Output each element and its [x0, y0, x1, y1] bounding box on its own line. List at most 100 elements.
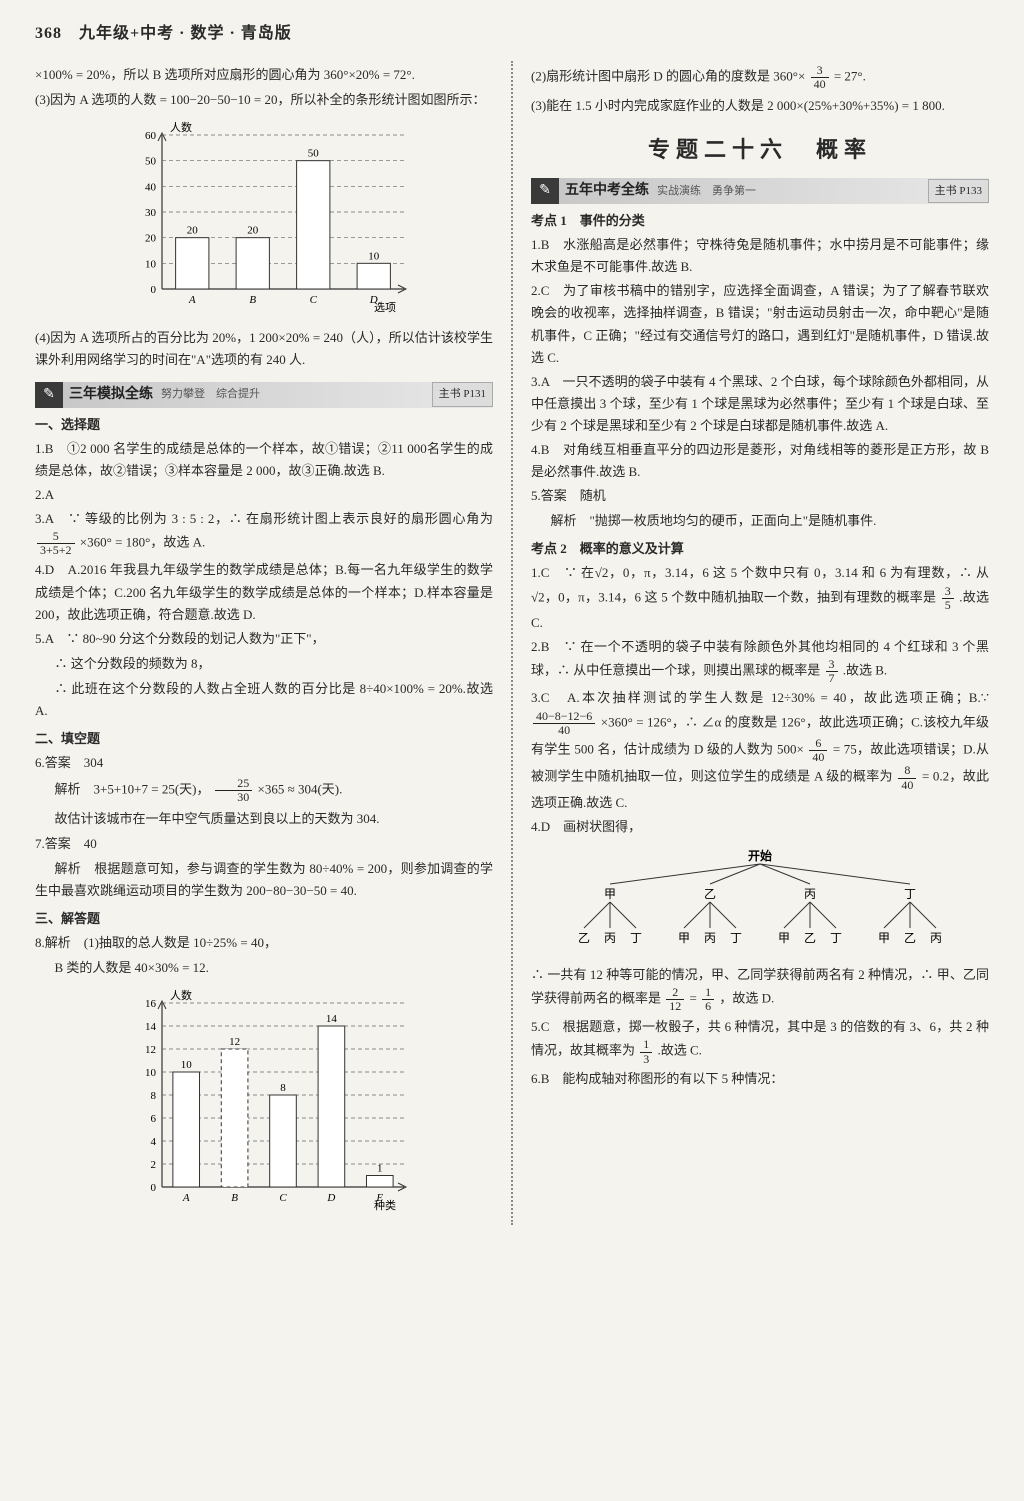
topic-title: 专题二十六 概率: [531, 131, 989, 168]
svg-text:14: 14: [145, 1021, 157, 1033]
s2: 2.B ∵ 在一个不透明的袋子中装有除颜色外其他均相同的 4 个红球和 3 个黑…: [531, 636, 989, 685]
para-right-2: (3)能在 1.5 小时内完成家庭作业的人数是 2 000×(25%+30%+3…: [531, 95, 989, 117]
svg-text:甲: 甲: [778, 931, 790, 945]
s3a: 3.C A.本次抽样测试的学生人数是 12÷30% = 40，故此选项正确；B.…: [531, 690, 989, 705]
two-column-layout: ×100% = 20%，所以 B 选项所对应扇形的圆心角为 360°×20% =…: [35, 61, 989, 1225]
pencil-icon: ✎: [531, 179, 559, 203]
svg-text:10: 10: [368, 251, 380, 263]
svg-text:种类: 种类: [374, 1198, 396, 1212]
svg-text:4: 4: [151, 1136, 157, 1148]
svg-text:1: 1: [377, 1163, 383, 1175]
svg-text:30: 30: [145, 207, 157, 219]
q2: 2.A: [35, 484, 493, 506]
q5c: ∴ 此班在这个分数段的人数占全班人数的百分比是 8÷40×100% = 20%.…: [35, 678, 493, 722]
section-title-2: 五年中考全练: [559, 179, 649, 203]
svg-text:乙: 乙: [704, 887, 716, 901]
s3-fraction-3: 840: [898, 764, 916, 791]
bar-chart-1: 1020304050600A20B20C50D10人数选项: [114, 117, 414, 317]
kaodian-1: 考点 1 事件的分类: [531, 210, 989, 232]
r2: 2.C 为了审核书稿中的错别字，应选择全面调查，A 错误；为了了解春节联欢晚会的…: [531, 280, 989, 368]
q6a: 6.答案 304: [35, 752, 493, 774]
q6b-post: ×365 ≈ 304(天).: [258, 782, 343, 797]
q7b: 解析 根据题意可知，参与调查的学生数为 80÷40% = 200，则参加调查的学…: [35, 858, 493, 902]
section-subtitle-2: 实战演练 勇争第一: [649, 182, 756, 201]
pr1a: (2)扇形统计图中扇形 D 的圆心角的度数是 360°×: [531, 69, 805, 84]
section-bar-5year: ✎ 五年中考全练 实战演练 勇争第一 主书 P133: [531, 178, 989, 204]
s3-fraction-2: 640: [809, 737, 827, 764]
r4: 4.B 对角线互相垂直平分的四边形是菱形，对角线相等的菱形是正方形，故 B 是必…: [531, 439, 989, 483]
svg-text:甲: 甲: [878, 931, 890, 945]
kaodian-2: 考点 2 概率的意义及计算: [531, 538, 989, 560]
r3: 3.A 一只不透明的袋子中装有 4 个黑球、2 个白球，每个球除颜色外都相同，从…: [531, 371, 989, 437]
s4-fraction-1: 212: [666, 986, 684, 1013]
q6c: 故估计该城市在一年中空气质量达到良以上的天数为 304.: [35, 808, 493, 830]
svg-text:12: 12: [229, 1036, 240, 1048]
section-subtitle: 努力攀登 综合提升: [153, 385, 260, 404]
svg-text:20: 20: [187, 225, 199, 237]
s2-fraction: 37: [826, 658, 838, 685]
pencil-icon: ✎: [35, 383, 63, 407]
svg-text:D: D: [326, 1192, 335, 1204]
s6: 6.B 能构成轴对称图形的有以下 5 种情况：: [531, 1068, 989, 1090]
svg-text:50: 50: [145, 156, 157, 168]
s1: 1.C ∵ 在√2，0，π，3.14，6 这 5 个数中只有 0，3.14 和 …: [531, 562, 989, 634]
pr1-fraction: 340: [811, 64, 829, 91]
q8a: 8.解析 (1)抽取的总人数是 10÷25% = 40，: [35, 932, 493, 954]
svg-text:乙: 乙: [804, 931, 816, 945]
section-bar-3year: ✎ 三年模拟全练 努力攀登 综合提升 主书 P131: [35, 382, 493, 408]
s5: 5.C 根据题意，掷一枚骰子，共 6 种情况，其中是 3 的倍数的有 3、6，共…: [531, 1016, 989, 1065]
para-right-1: (2)扇形统计图中扇形 D 的圆心角的度数是 360°× 340 = 27°.: [531, 64, 989, 91]
svg-text:丁: 丁: [830, 931, 842, 945]
svg-text:14: 14: [326, 1013, 338, 1025]
s4-fraction-2: 16: [702, 986, 714, 1013]
svg-text:40: 40: [145, 182, 157, 194]
svg-text:丙: 丙: [930, 931, 942, 945]
svg-text:10: 10: [145, 259, 157, 271]
svg-text:0: 0: [151, 284, 157, 296]
s5a: 5.C 根据题意，掷一枚骰子，共 6 种情况，其中是 3 的倍数的有 3、6，共…: [531, 1019, 989, 1058]
s3-fraction-1: 40−8−12−640: [533, 710, 595, 737]
svg-text:丁: 丁: [730, 931, 742, 945]
q5a: 5.A ∵ 80~90 分这个分数段的划记人数为"正下"，: [35, 628, 493, 650]
svg-text:丙: 丙: [604, 931, 616, 945]
pr1b: = 27°.: [834, 69, 866, 84]
column-divider: [511, 61, 513, 1225]
para-left-3: (4)因为 A 选项所占的百分比为 20%，1 200×20% = 240（人）…: [35, 327, 493, 371]
svg-text:10: 10: [145, 1067, 157, 1079]
heading-answer: 三、解答题: [35, 908, 493, 930]
svg-text:C: C: [279, 1192, 287, 1204]
right-column: (2)扇形统计图中扇形 D 的圆心角的度数是 360°× 340 = 27°. …: [531, 61, 989, 1225]
svg-text:10: 10: [181, 1059, 193, 1071]
q5b: ∴ 这个分数段的频数为 8，: [35, 653, 493, 675]
section-title: 三年模拟全练: [63, 383, 153, 407]
page-header: 368 九年级+中考 · 数学 · 青岛版: [35, 20, 989, 47]
svg-text:甲: 甲: [678, 931, 690, 945]
s4a: 4.D 画树状图得，: [531, 816, 989, 838]
s5-fraction: 13: [640, 1038, 652, 1065]
q6b: 解析 3+5+10+7 = 25(天)， 2530 ×365 ≈ 304(天).: [35, 777, 493, 804]
svg-text:丙: 丙: [704, 931, 716, 945]
heading-blank: 二、填空题: [35, 728, 493, 750]
svg-text:A: A: [188, 294, 196, 306]
svg-text:2: 2: [151, 1159, 157, 1171]
svg-text:20: 20: [247, 225, 259, 237]
svg-text:60: 60: [145, 130, 157, 142]
q8b: B 类的人数是 40×30% = 12.: [35, 957, 493, 979]
r5b: 解析 "抛掷一枚质地均匀的硬币，正面向上"是随机事件.: [531, 510, 989, 532]
svg-text:8: 8: [151, 1090, 157, 1102]
svg-text:丙: 丙: [804, 887, 816, 901]
r5a: 5.答案 随机: [531, 485, 989, 507]
svg-text:12: 12: [145, 1044, 156, 1056]
r1: 1.B 水涨船高是必然事件；守株待兔是随机事件；水中捞月是不可能事件；缘木求鱼是…: [531, 234, 989, 278]
q3-text-b: ×360° = 180°，故选 A.: [80, 535, 205, 550]
q7a: 7.答案 40: [35, 833, 493, 855]
q3-fraction: 53+5+2: [37, 530, 75, 557]
svg-text:20: 20: [145, 233, 157, 245]
s2a: 2.B ∵ 在一个不透明的袋子中装有除颜色外其他均相同的 4 个红球和 3 个黑…: [531, 639, 989, 678]
s1-fraction: 35: [942, 585, 954, 612]
svg-text:50: 50: [308, 148, 320, 160]
heading-choice: 一、选择题: [35, 414, 493, 436]
s3: 3.C A.本次抽样测试的学生人数是 12÷30% = 40，故此选项正确；B.…: [531, 687, 989, 813]
svg-text:甲: 甲: [604, 887, 616, 901]
svg-text:0: 0: [151, 1182, 157, 1194]
